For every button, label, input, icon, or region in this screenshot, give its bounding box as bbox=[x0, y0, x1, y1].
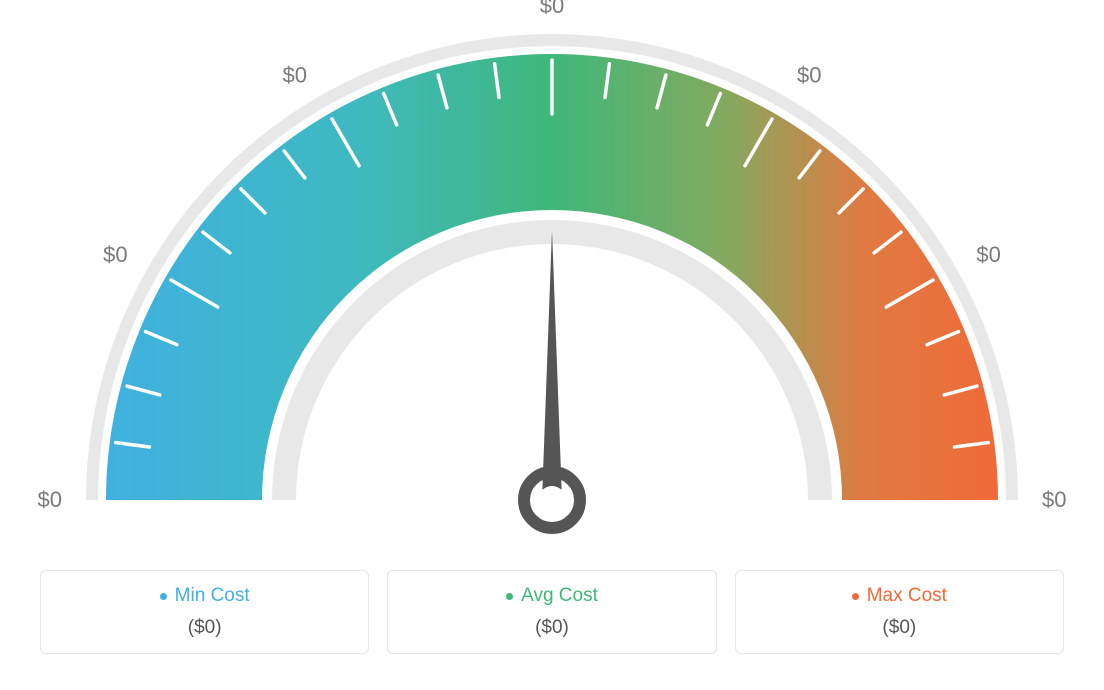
legend-row: Min Cost ($0) Avg Cost ($0) Max Cost ($0… bbox=[40, 570, 1064, 654]
svg-text:$0: $0 bbox=[38, 487, 62, 512]
legend-value-max: ($0) bbox=[754, 617, 1045, 639]
svg-text:$0: $0 bbox=[797, 63, 821, 88]
legend-label-min: Min Cost bbox=[175, 585, 250, 607]
legend-label-max: Max Cost bbox=[867, 585, 947, 607]
gauge-svg: $0 $0 $0 $0 $0 $0 $0 bbox=[0, 0, 1104, 560]
legend-card-min: Min Cost ($0) bbox=[40, 570, 369, 654]
legend-card-max: Max Cost ($0) bbox=[735, 570, 1064, 654]
legend-dot-max bbox=[852, 593, 859, 600]
svg-text:$0: $0 bbox=[1042, 487, 1066, 512]
svg-text:$0: $0 bbox=[976, 242, 1000, 267]
legend-title-min: Min Cost bbox=[160, 585, 250, 607]
svg-text:$0: $0 bbox=[540, 0, 564, 18]
legend-value-avg: ($0) bbox=[406, 617, 697, 639]
legend-dot-min bbox=[160, 593, 167, 600]
legend-dot-avg bbox=[506, 593, 513, 600]
legend-title-avg: Avg Cost bbox=[506, 585, 598, 607]
legend-title-max: Max Cost bbox=[852, 585, 947, 607]
legend-value-min: ($0) bbox=[59, 617, 350, 639]
legend-label-avg: Avg Cost bbox=[521, 585, 598, 607]
svg-text:$0: $0 bbox=[283, 63, 307, 88]
svg-text:$0: $0 bbox=[103, 242, 127, 267]
gauge-chart-container: $0 $0 $0 $0 $0 $0 $0 Min Cost ($0) Avg Cost ($… bbox=[0, 0, 1104, 690]
gauge-area: $0 $0 $0 $0 $0 $0 $0 bbox=[0, 0, 1104, 560]
legend-card-avg: Avg Cost ($0) bbox=[387, 570, 716, 654]
